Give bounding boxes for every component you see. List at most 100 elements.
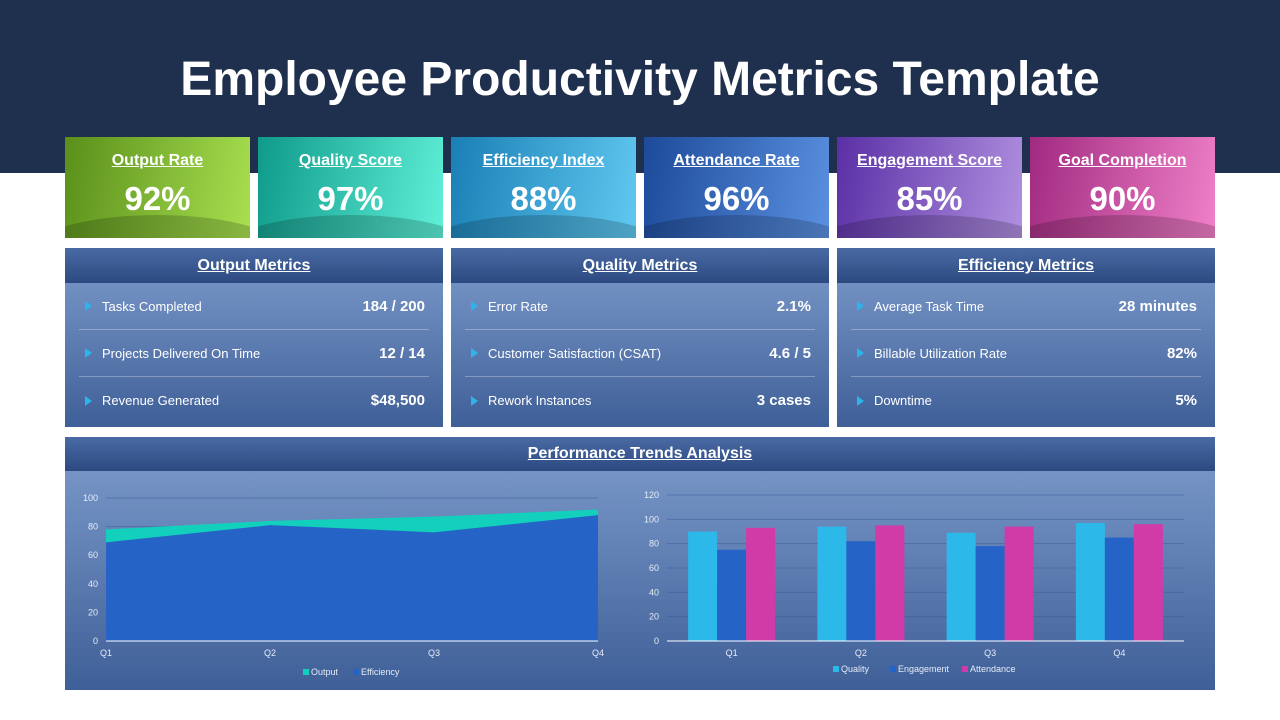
kpi-value: 92% (124, 180, 191, 217)
metric-value: 184 / 200 (362, 297, 425, 315)
metric-row: Tasks Completed 184 / 200 (79, 283, 429, 330)
trends-charts: 0 20 40 60 80 100 Q1 Q2 Q3 Q4 Output Efficiency 0 20 4… (83, 490, 1184, 677)
legend-label: Attendance (970, 664, 1016, 674)
metric-row: Rework Instances 3 cases (465, 377, 815, 424)
legend-swatch (833, 666, 839, 672)
x-tick-label: Q2 (855, 648, 867, 658)
panel-title: Output Metrics (65, 248, 443, 283)
metric-label: Revenue Generated (102, 393, 220, 408)
panel-quality-metrics: Quality Metrics Error Rate 2.1% Customer Sa… (451, 248, 829, 427)
metric-row: Average Task Time 28 minutes (851, 283, 1201, 330)
metric-label: Projects Delivered On Time (102, 345, 261, 361)
x-tick-label: Q1 (100, 648, 112, 658)
kpi-value: 97% (317, 180, 384, 217)
kpi-label: Efficiency Index (482, 152, 605, 169)
triangle-bullet-icon (857, 301, 864, 311)
metric-label: Error Rate (488, 298, 548, 314)
legend-label: Engagement (898, 664, 950, 674)
metric-value: 28 minutes (1118, 297, 1197, 315)
bar-engagement-q1 (717, 549, 747, 641)
metric-value: 82% (1166, 344, 1197, 362)
triangle-bullet-icon (471, 348, 478, 358)
y-tick-label: 120 (644, 490, 659, 500)
metric-row: Projects Delivered On Time 12 / 14 (79, 330, 429, 377)
bar-attendance-q3 (1004, 526, 1034, 641)
bar-quality-q2 (817, 526, 847, 641)
metric-value: 2.1% (776, 297, 811, 315)
y-tick-label: 100 (644, 514, 659, 524)
metric-label: Billable Utilization Rate (874, 345, 1007, 361)
y-tick-label: 0 (93, 636, 98, 646)
metric-label: Downtime (874, 393, 932, 408)
x-tick-label: Q2 (264, 648, 276, 658)
performance-trends-panel: Performance Trends Analysis 0 20 40 60 80 100… (65, 437, 1215, 690)
bar-quality-q4 (1075, 522, 1105, 641)
legend-label: Quality (841, 664, 870, 674)
bar-quality-q1 (688, 531, 718, 641)
kpi-label: Quality Score (298, 152, 403, 169)
kpi-value: 88% (510, 180, 577, 217)
area-efficiency (106, 515, 598, 641)
bar-attendance-q4 (1133, 524, 1163, 641)
x-tick-label: Q4 (1113, 648, 1125, 658)
y-tick-label: 0 (654, 636, 659, 646)
x-tick-label: Q4 (592, 648, 604, 658)
y-tick-label: 60 (88, 550, 98, 560)
triangle-bullet-icon (857, 395, 864, 406)
panel-efficiency-metrics: Efficiency Metrics Average Task Time 28 mi… (837, 248, 1215, 427)
x-tick-label: Q3 (984, 648, 996, 658)
y-tick-label: 100 (83, 493, 98, 503)
metric-row: Billable Utilization Rate 82% (851, 330, 1201, 377)
metric-value: 4.6 / 5 (769, 344, 811, 362)
triangle-bullet-icon (857, 348, 864, 358)
metric-value: 5% (1175, 392, 1197, 409)
triangle-bullet-icon (85, 348, 92, 358)
kpi-label: Attendance Rate (673, 152, 800, 169)
metric-value: 3 cases (756, 392, 811, 409)
trends-title: Performance Trends Analysis (65, 437, 1215, 471)
panel-output-metrics: Output Metrics Tasks Completed 184 / 200 Pr… (65, 248, 443, 427)
bar-engagement-q2 (846, 541, 876, 641)
y-tick-label: 20 (649, 612, 659, 622)
panel-title: Efficiency Metrics (837, 248, 1215, 283)
kpi-value: 96% (703, 180, 770, 217)
panel-title: Quality Metrics (451, 248, 829, 283)
triangle-bullet-icon (85, 301, 92, 311)
y-tick-label: 40 (649, 587, 659, 597)
bar-attendance-q2 (875, 525, 905, 641)
metric-row: Downtime 5% (851, 377, 1201, 424)
metric-value: $48,500 (370, 392, 425, 409)
metric-value: 12 / 14 (379, 344, 425, 362)
metric-label: Tasks Completed (102, 298, 202, 314)
legend-label: Output (311, 667, 339, 677)
y-tick-label: 20 (88, 607, 98, 617)
kpi-label: Output Rate (111, 152, 204, 169)
triangle-bullet-icon (471, 395, 478, 406)
kpi-card-quality-score: Quality Score 97% (258, 137, 443, 238)
legend-swatch (303, 669, 309, 675)
metric-row: Revenue Generated $48,500 (79, 377, 429, 424)
kpi-card-engagement-score: Engagement Score 85% (837, 137, 1022, 238)
x-tick-label: Q3 (428, 648, 440, 658)
triangle-bullet-icon (85, 395, 92, 406)
legend-swatch (962, 666, 968, 672)
kpi-value: 90% (1089, 180, 1156, 217)
kpi-card-efficiency-index: Efficiency Index 88% (451, 137, 636, 238)
kpi-value: 85% (896, 180, 963, 217)
y-tick-label: 40 (88, 579, 98, 589)
metric-row: Error Rate 2.1% (465, 283, 815, 330)
y-tick-label: 80 (649, 539, 659, 549)
y-tick-label: 60 (649, 563, 659, 573)
kpi-label: Engagement Score (857, 152, 1002, 169)
legend-swatch (890, 666, 896, 672)
kpi-card-attendance-rate: Attendance Rate 96% (644, 137, 829, 238)
metric-row: Customer Satisfaction (CSAT) 4.6 / 5 (465, 330, 815, 377)
triangle-bullet-icon (471, 301, 478, 311)
x-tick-label: Q1 (726, 648, 738, 658)
metric-label: Rework Instances (488, 393, 592, 408)
legend-label: Efficiency (361, 667, 400, 677)
kpi-label: Goal Completion (1058, 152, 1187, 169)
kpi-card-goal-completion: Goal Completion 90% (1030, 137, 1215, 238)
metric-label: Customer Satisfaction (CSAT) (488, 345, 662, 361)
bar-engagement-q3 (975, 546, 1005, 641)
